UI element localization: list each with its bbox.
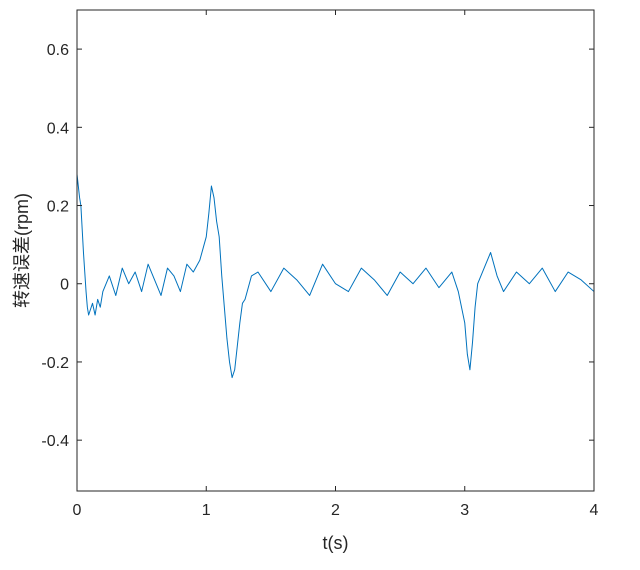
x-tick-label: 0 xyxy=(73,502,82,519)
x-tick-label: 4 xyxy=(590,502,599,519)
plot-area xyxy=(77,10,594,491)
y-tick-label: 0.6 xyxy=(47,42,69,59)
x-tick-label: 3 xyxy=(460,502,469,519)
y-tick-label: -0.2 xyxy=(41,355,69,372)
y-tick-label: -0.4 xyxy=(41,433,69,450)
y-tick-label: 0.4 xyxy=(47,120,69,137)
x-tick-label: 1 xyxy=(202,502,211,519)
y-axis-label: 转速误差(rpm) xyxy=(12,193,32,308)
x-axis-label: t(s) xyxy=(323,533,349,553)
speed-error-series-line xyxy=(76,174,595,379)
y-tick-label: 0 xyxy=(60,277,69,294)
y-tick-label: 0.2 xyxy=(47,199,69,216)
x-axis-ticks: 0 1 2 3 4 xyxy=(73,10,599,519)
y-axis-ticks: -0.4 -0.2 0 0.2 0.4 0.6 xyxy=(41,42,594,450)
x-tick-label: 2 xyxy=(331,502,340,519)
series-layer xyxy=(76,174,595,379)
